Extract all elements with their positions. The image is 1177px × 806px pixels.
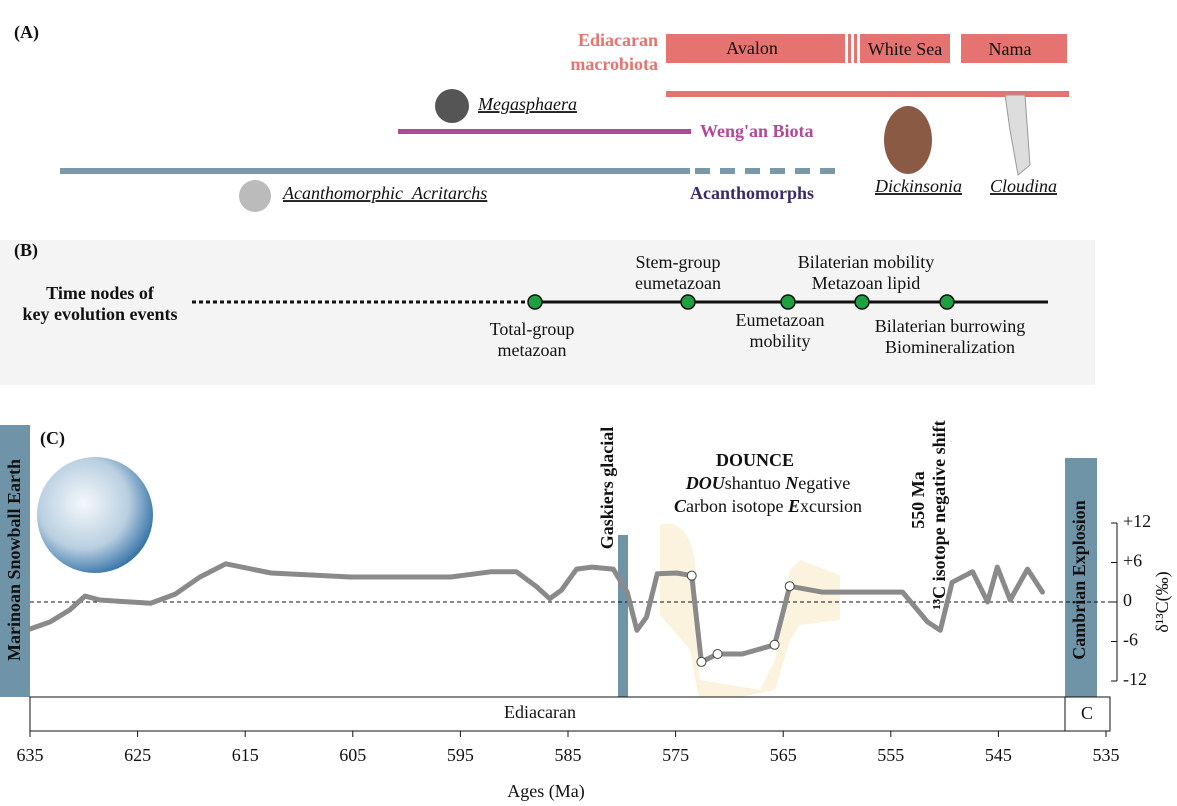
dounce-piece: N — [784, 473, 799, 493]
panel-label: (C) — [40, 428, 65, 449]
event-nodes — [527, 294, 955, 310]
assemblage-label: White Sea — [868, 39, 942, 59]
taxon-label: Acanthomorphic_Acritarchs — [282, 183, 487, 203]
period-label: C — [1081, 703, 1093, 723]
period-box — [1064, 696, 1111, 732]
dounce-piece: DOU — [685, 473, 726, 493]
cloudina-icon — [1004, 94, 1031, 176]
event-label: Metazoan lipid — [812, 273, 920, 293]
x-tick-label: 565 — [770, 745, 797, 765]
x-tick-label: 545 — [985, 745, 1012, 765]
range-line — [398, 129, 691, 134]
gaskiers-bar — [618, 535, 628, 697]
range-line — [60, 168, 690, 174]
period-label: Ediacaran — [504, 702, 576, 722]
assemblage-bar — [961, 34, 1067, 63]
shift-label: ¹³C isotope negative shift — [929, 420, 949, 609]
macrobiota-label: macrobiota — [570, 54, 658, 74]
x-tick-label: 625 — [124, 745, 151, 765]
data-point — [784, 581, 795, 592]
event-label: Gaskiers glacial — [597, 427, 617, 550]
x-tick-label: 595 — [447, 745, 474, 765]
assemblage-label: Avalon — [726, 38, 778, 58]
event-node — [527, 294, 543, 310]
event-label: Bilaterian mobility — [798, 252, 934, 272]
event-node — [939, 294, 955, 310]
row-title: key evolution events — [23, 304, 178, 324]
y-tick-label: -12 — [1123, 669, 1147, 689]
data-point — [769, 639, 780, 650]
assemblage-bar — [666, 34, 845, 63]
taxon-label: Dickinsonia — [874, 176, 962, 196]
dounce-piece: xcursion — [800, 496, 862, 516]
data-point — [696, 656, 707, 667]
event-label: Stem-group — [636, 252, 721, 272]
x-tick-label: 615 — [232, 745, 259, 765]
event-label: eumetazoan — [635, 273, 721, 293]
y-tick-label: -6 — [1123, 630, 1138, 650]
dounce-piece: C — [674, 496, 687, 516]
x-tick-label: 605 — [339, 745, 366, 765]
shift-label: 550 Ma — [908, 471, 928, 529]
group-label: Acanthomorphs — [690, 183, 814, 203]
panel-label: (A) — [14, 22, 39, 43]
dounce-line: DOUshantuo Negative — [685, 473, 850, 493]
y-tick-label: 0 — [1123, 590, 1132, 610]
uncertainty-envelope — [660, 523, 840, 705]
cambrian-bar — [1065, 458, 1097, 697]
x-axis-title: Ages (Ma) — [507, 781, 584, 802]
event-label: metazoan — [498, 340, 567, 360]
dounce-title: DOUNCE — [716, 450, 794, 470]
macrobiota-label: Ediacaran — [578, 30, 658, 50]
isotope-curve — [27, 561, 1045, 665]
panel-b-background — [0, 240, 1095, 385]
taxon-label: Cloudina — [990, 176, 1057, 196]
biota-label: Weng'an Biota — [700, 121, 814, 141]
row-title: Time nodes of — [46, 283, 155, 303]
event-label: Total-group — [490, 319, 575, 339]
dounce-piece: shantuo — [725, 473, 786, 493]
event-node — [780, 294, 796, 310]
data-point — [712, 649, 723, 660]
marinoan-bar — [0, 425, 30, 697]
event-node — [680, 294, 696, 310]
dounce-piece: egative — [798, 473, 850, 493]
taxon-label: Megasphaera — [477, 94, 577, 114]
x-tick-label: 555 — [877, 745, 904, 765]
x-tick-label: 575 — [662, 745, 689, 765]
assemblage-label: Nama — [989, 39, 1032, 59]
x-tick-label: 535 — [1093, 745, 1120, 765]
event-label: Bilaterian burrowing — [875, 316, 1025, 336]
range-line — [666, 91, 1069, 97]
event-label: Eumetazoan — [736, 310, 825, 330]
dounce-line: Carbon isotope Excursion — [674, 496, 862, 516]
x-tick-label: 585 — [555, 745, 582, 765]
y-axis-title: δ¹³C(‰) — [1152, 571, 1173, 632]
period-box — [29, 696, 1066, 732]
acritarch-icon — [239, 180, 271, 212]
event-label: Marinoan Snowball Earth — [4, 459, 24, 661]
assemblage-bar — [854, 34, 857, 63]
event-label: Biomineralization — [885, 337, 1015, 357]
y-tick-label: +12 — [1123, 511, 1151, 531]
dounce-piece: arbon isotope — [686, 496, 788, 516]
assemblage-bar — [848, 34, 851, 63]
x-tick-label: 635 — [17, 745, 44, 765]
assemblage-bar — [860, 34, 950, 63]
earth-icon — [37, 457, 153, 573]
dickinsonia-icon — [884, 106, 932, 174]
event-node — [854, 294, 870, 310]
panel-label: (B) — [14, 240, 38, 261]
event-label: mobility — [749, 331, 810, 351]
y-tick-label: +6 — [1123, 551, 1142, 571]
data-point — [686, 570, 697, 581]
megasphaera-icon — [435, 89, 469, 123]
event-label: Cambrian Explosion — [1069, 500, 1089, 660]
dounce-piece: E — [787, 496, 800, 516]
